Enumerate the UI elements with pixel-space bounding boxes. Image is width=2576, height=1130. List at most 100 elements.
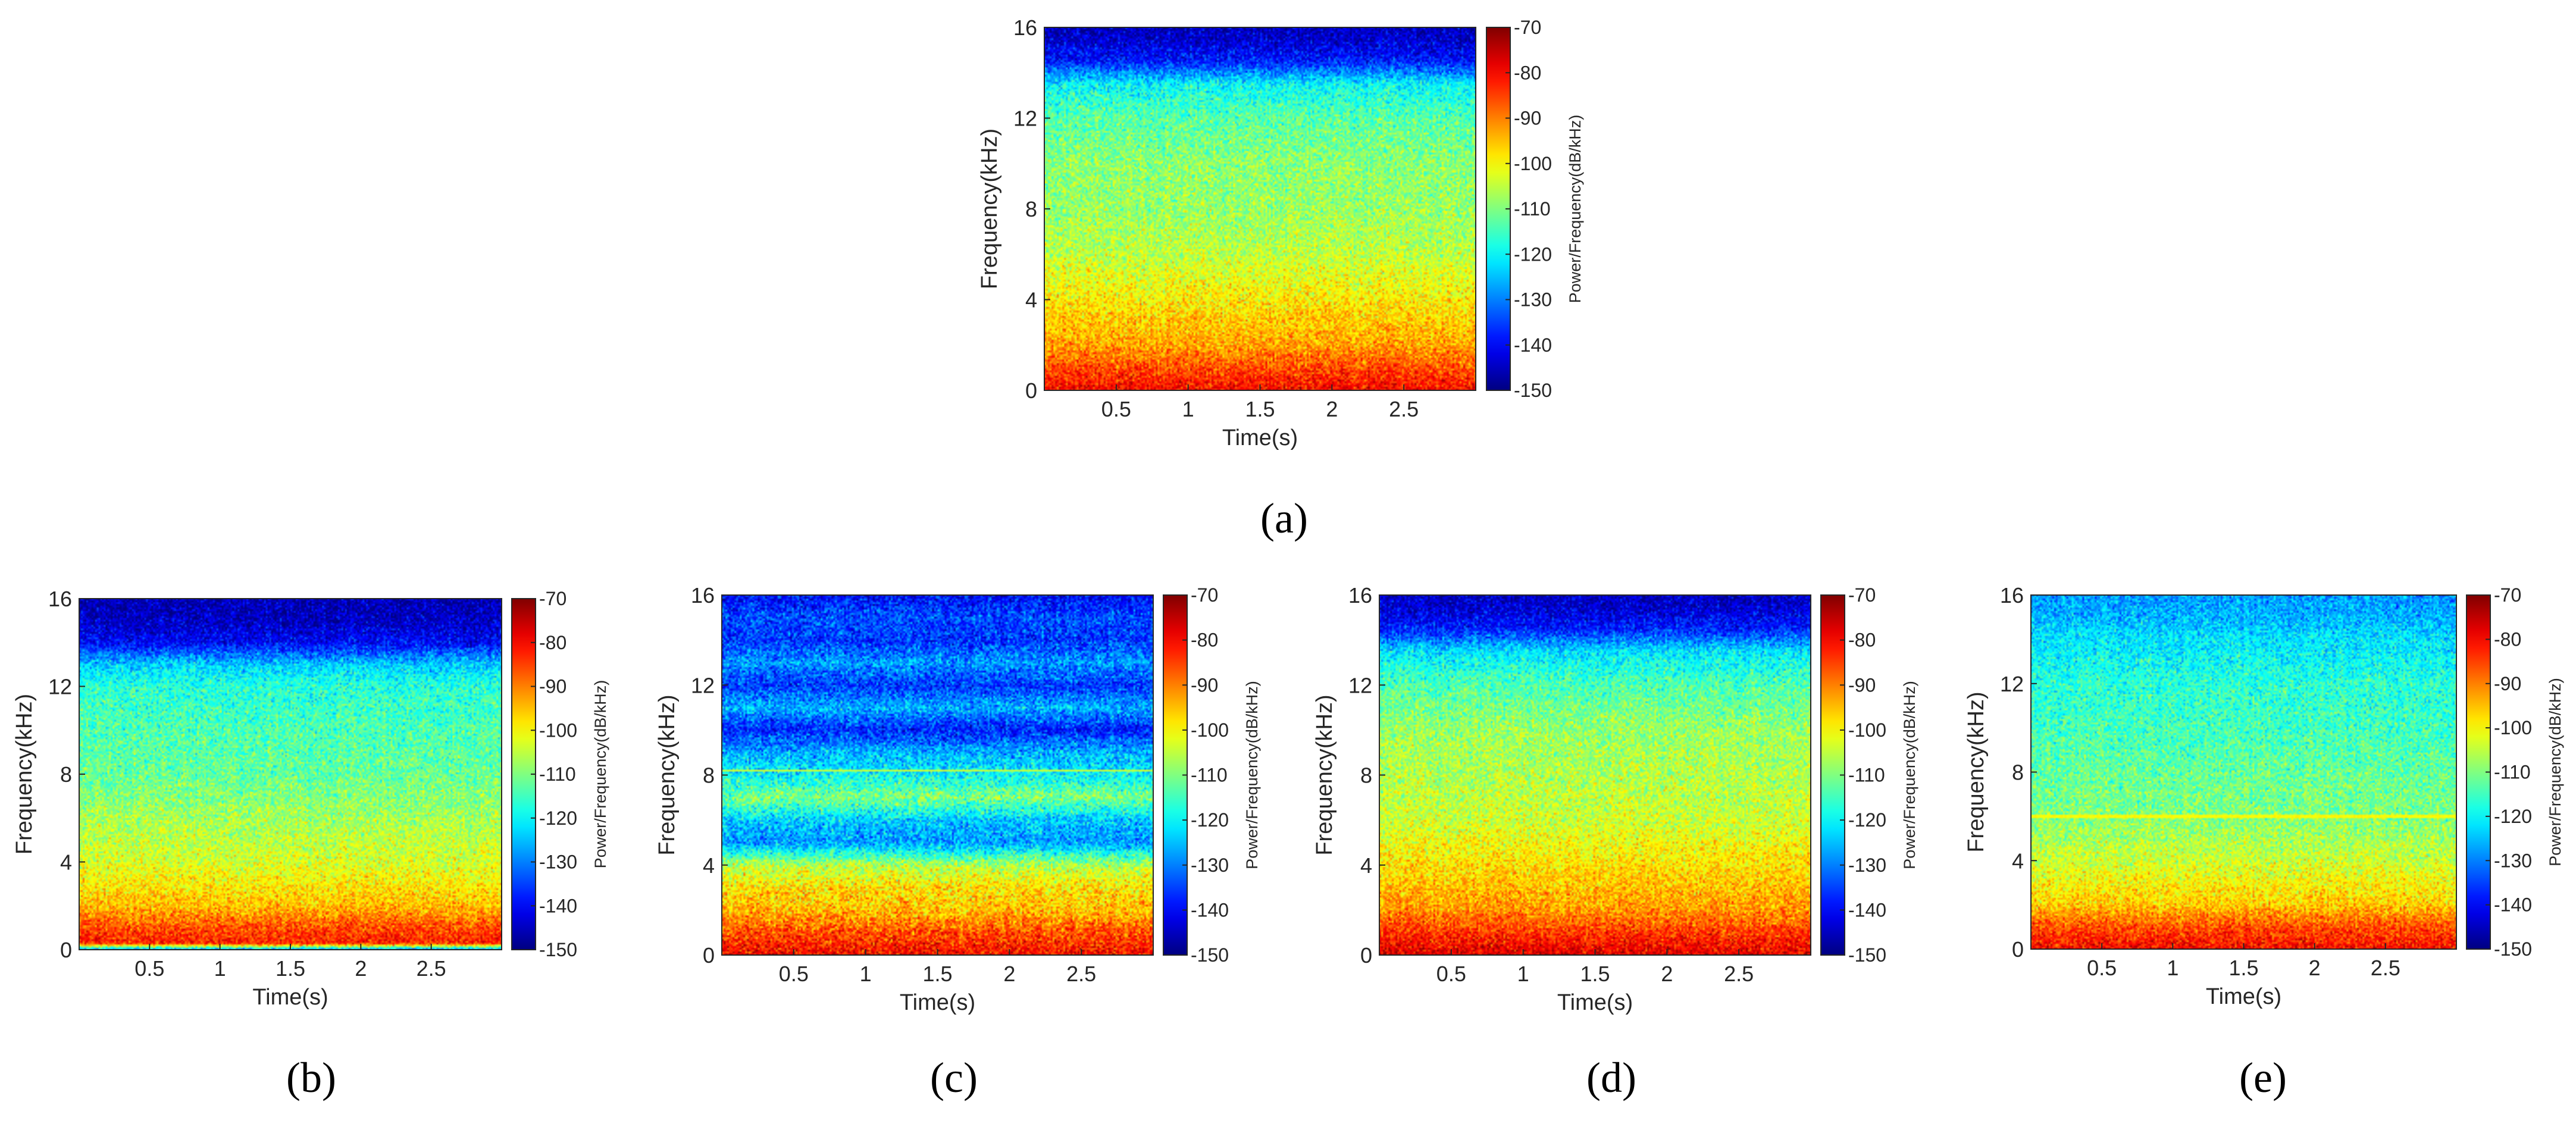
colorbar-tick-label: -100 [1514, 153, 1552, 174]
colorbar-tick-label: -70 [539, 588, 566, 609]
colorbar-tick-label: -80 [1191, 630, 1218, 651]
x-tick-label: 1.5 [922, 962, 952, 986]
spectrogram-image [1379, 595, 1811, 955]
colorbar-tick-label: -110 [1514, 198, 1551, 220]
colorbar-tick-label: -90 [539, 676, 566, 697]
colorbar-tick-label: -110 [539, 763, 576, 785]
colorbar-tick-label: -100 [1848, 719, 1886, 741]
x-tick-label: 0.5 [1436, 962, 1466, 986]
x-tick-label: 1.5 [276, 956, 305, 981]
x-tick-label: 2 [1003, 962, 1015, 986]
x-tick-label: 1 [1182, 397, 1194, 421]
x-tick-label: 2 [1661, 962, 1673, 986]
y-tick-label: 12 [1013, 107, 1037, 131]
colorbar-tick-label: -90 [1514, 108, 1541, 129]
colorbar-tick-label: -90 [2494, 673, 2521, 694]
y-tick-label: 0 [60, 938, 72, 962]
panel-label: (b) [286, 1054, 336, 1101]
colorbar-label: Power/Frequency(dB/kHz) [1901, 681, 1918, 869]
x-tick-label: 2 [2309, 956, 2321, 980]
colorbar-tick-label: -80 [539, 632, 566, 653]
colorbar-tick-label: -120 [1848, 809, 1886, 831]
colorbar-tick-label: -90 [1848, 674, 1876, 696]
colorbar-tick-label: -150 [1514, 380, 1552, 401]
colorbar-tick-label: -130 [2494, 850, 2532, 871]
y-tick-label: 8 [1360, 763, 1372, 788]
y-tick-label: 4 [703, 853, 715, 878]
y-tick-label: 12 [691, 673, 715, 697]
y-tick-label: 12 [48, 675, 72, 699]
panel-label: (e) [2239, 1054, 2287, 1101]
y-tick-label: 16 [2000, 583, 2024, 608]
colorbar-tick-label: -130 [1514, 289, 1552, 311]
y-tick-label: 16 [1013, 15, 1037, 40]
y-tick-label: 16 [48, 587, 72, 611]
colorbar-label: Power/Frequency(dB/kHz) [2546, 678, 2564, 866]
y-tick-label: 8 [1025, 197, 1037, 221]
x-axis-label: Time(s) [252, 985, 328, 1010]
colorbar-tick-label: -110 [1848, 765, 1885, 786]
colorbar-tick-label: -110 [1191, 765, 1228, 786]
x-tick-label: 1.5 [1245, 397, 1275, 421]
x-axis-label: Time(s) [900, 990, 975, 1015]
colorbar-tick-label: -140 [1191, 899, 1229, 921]
y-tick-label: 8 [2012, 760, 2024, 785]
x-tick-label: 2.5 [2371, 956, 2400, 980]
y-tick-label: 8 [703, 763, 715, 788]
y-tick-label: 4 [1025, 288, 1037, 312]
colorbar-tick-label: -70 [1191, 584, 1218, 606]
colorbar-tick-label: -130 [1848, 854, 1886, 876]
y-axis-label: Frequency(kHz) [977, 129, 1002, 289]
x-tick-label: 1 [860, 962, 872, 986]
chart-panel-4: 0.5 1 1.5 2 2.5 0 4 8 12 16 Time(s) Frequency(kHz) -… [1964, 583, 2564, 1101]
x-tick-label: 2.5 [417, 956, 446, 981]
colorbar-tick-label: -100 [539, 719, 577, 741]
x-tick-label: 2 [1326, 397, 1338, 421]
y-tick-label: 12 [1348, 673, 1372, 697]
y-tick-label: 4 [60, 850, 72, 875]
colorbar-label: Power/Frequency(dB/kHz) [1566, 115, 1584, 303]
y-tick-label: 12 [2000, 672, 2024, 696]
y-tick-label: 0 [2012, 937, 2024, 962]
colorbar-tick-label: -130 [1191, 854, 1229, 876]
colorbar-tick-label: -150 [2494, 938, 2532, 960]
colorbar-tick-label: -140 [1514, 334, 1552, 356]
colorbar-label: Power/Frequency(dB/kHz) [1243, 681, 1261, 869]
y-tick-label: 16 [691, 583, 715, 608]
colorbar-tick-label: -110 [2494, 762, 2531, 783]
y-tick-label: 4 [1360, 853, 1372, 878]
x-tick-label: 1.5 [2228, 956, 2258, 980]
chart-panel-1: 0.5 1 1.5 2 2.5 0 4 8 12 16 Time(s) Frequency(kHz) -… [12, 587, 609, 1101]
y-tick-label: 0 [1360, 943, 1372, 968]
x-tick-label: 0.5 [779, 962, 809, 986]
y-axis-label: Frequency(kHz) [655, 694, 680, 855]
x-axis-label: Time(s) [1222, 425, 1298, 450]
x-tick-label: 0.5 [1101, 397, 1131, 421]
colorbar-tick-label: -100 [1191, 719, 1229, 741]
x-axis-label: Time(s) [1557, 990, 1633, 1015]
spectrogram-image [79, 599, 502, 950]
colorbar-tick-label: -80 [2494, 628, 2521, 650]
x-tick-label: 0.5 [2087, 956, 2117, 980]
colorbar-tick-label: -130 [539, 852, 577, 873]
x-tick-label: 0.5 [134, 956, 164, 981]
chart-panel-2: 0.5 1 1.5 2 2.5 0 4 8 12 16 Time(s) Frequency(kHz) -… [655, 583, 1261, 1101]
x-tick-label: 2.5 [1066, 962, 1096, 986]
colorbar-tick-label: -150 [539, 939, 577, 960]
colorbar-tick-label: -140 [539, 895, 577, 916]
colorbar-tick-label: -120 [2494, 806, 2532, 827]
x-tick-label: 2.5 [1724, 962, 1754, 986]
x-tick-label: 1 [2167, 956, 2179, 980]
spectrogram-image [1044, 27, 1476, 390]
colorbar-tick-label: -150 [1848, 944, 1886, 966]
chart-panel-0: 0.5 1 1.5 2 2.5 0 4 8 12 16 Time(s) Frequency(kHz) -… [977, 15, 1584, 542]
colorbar-tick-label: -90 [1191, 674, 1218, 696]
colorbar-tick-label: -140 [2494, 894, 2532, 916]
colorbar-tick-label: -140 [1848, 899, 1886, 921]
colorbar-tick-label: -120 [1514, 243, 1552, 265]
colorbar-tick-label: -100 [2494, 717, 2532, 738]
panel-label: (d) [1586, 1054, 1636, 1101]
colorbar-tick-label: -80 [1514, 62, 1541, 83]
y-tick-label: 8 [60, 762, 72, 787]
